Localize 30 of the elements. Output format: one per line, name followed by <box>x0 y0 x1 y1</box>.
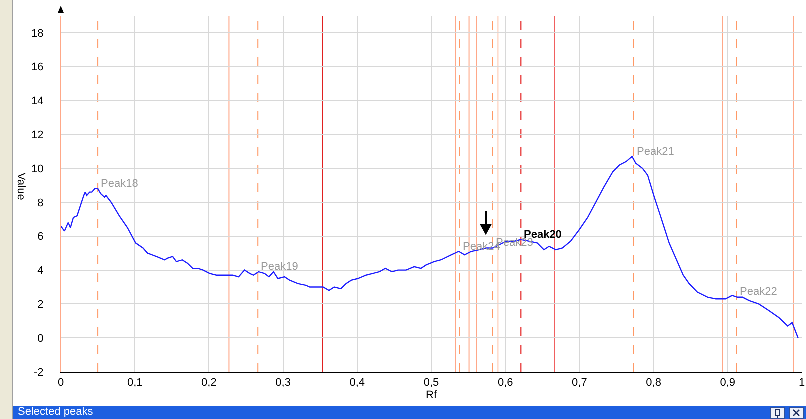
x-tick-label: 1 <box>798 377 806 390</box>
y-tick-label: 8 <box>38 197 44 210</box>
y-tick-label: 2 <box>38 299 44 312</box>
x-tick-label: 0,8 <box>646 377 662 390</box>
x-axis-title: Rf <box>426 389 438 402</box>
y-tick-label: 12 <box>32 130 44 142</box>
x-tick-label: 0,6 <box>498 377 514 390</box>
x-tick-label: 0,1 <box>127 377 143 390</box>
x-tick-label: 0,2 <box>202 377 217 390</box>
y-tick-label: 6 <box>38 231 44 244</box>
y-tick-label: 10 <box>32 163 44 176</box>
y-tick-label: -2 <box>34 366 44 379</box>
y-tick-label: 0 <box>38 332 44 345</box>
y-tick-label: 16 <box>32 62 44 74</box>
annotation: Peak22 <box>740 286 778 298</box>
x-tick-label: 0,3 <box>276 377 291 390</box>
annotation: Peak21 <box>637 146 674 158</box>
x-tick-label: 0,9 <box>720 377 736 390</box>
x-tick-label: 0 <box>58 377 64 390</box>
annotation: Peak19 <box>261 261 298 273</box>
text: Selected peaks <box>18 406 94 419</box>
y-tick-label: 4 <box>38 265 44 278</box>
x-tick-label: 0,4 <box>350 377 366 390</box>
y-tick-label: 14 <box>32 96 44 108</box>
x-tick-label: 0,5 <box>424 377 440 390</box>
y-tick-label: 18 <box>32 28 44 40</box>
y-axis-title: Value <box>15 173 27 200</box>
annotation: Peak18 <box>101 178 138 190</box>
line-series <box>61 156 799 339</box>
x-tick-label: 0,7 <box>572 377 588 390</box>
